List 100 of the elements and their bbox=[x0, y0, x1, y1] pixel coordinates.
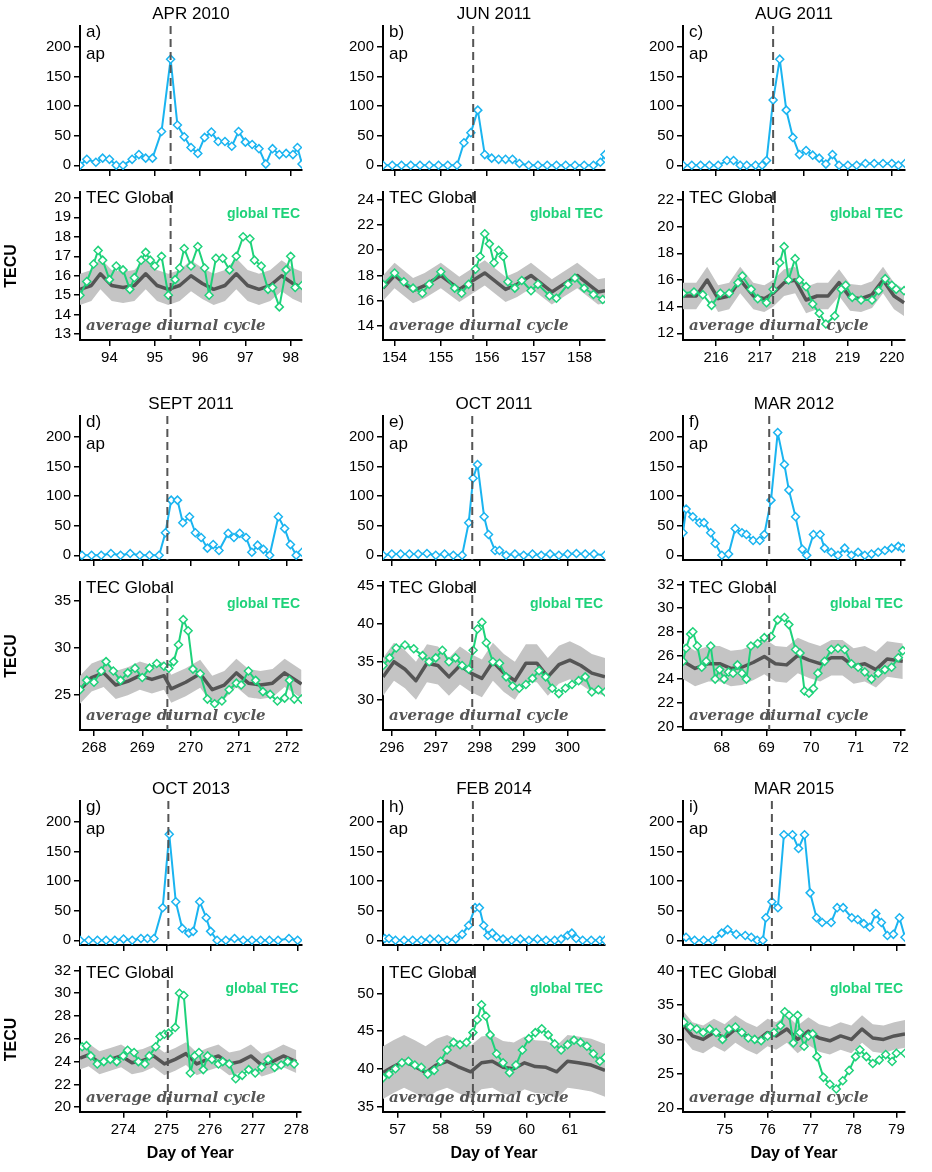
y-tick-label: 50 bbox=[657, 125, 674, 143]
x-tick-label: 298 bbox=[467, 738, 493, 756]
y-tick-label: 200 bbox=[45, 811, 71, 829]
x-tick-label: 75 bbox=[716, 1119, 733, 1137]
text: global TEC bbox=[529, 979, 603, 996]
x-axis-title: Day of Year bbox=[146, 1143, 234, 1161]
y-tick-label: 26 bbox=[657, 645, 674, 663]
series-label: average diurnal cycle bbox=[86, 1087, 266, 1106]
series-label: average diurnal cycle bbox=[689, 315, 869, 334]
annotation: TEC Global bbox=[689, 187, 777, 207]
y-tick-label: 200 bbox=[648, 36, 674, 54]
x-tick-label: 68 bbox=[713, 738, 731, 756]
x-tick-label: 155 bbox=[428, 348, 454, 366]
y-tick-label: 100 bbox=[45, 871, 71, 889]
y-tick-label: 22 bbox=[54, 1074, 71, 1092]
x-tick-label: 270 bbox=[178, 738, 204, 756]
y-tick-label: 50 bbox=[54, 515, 71, 533]
y-tick-label: 18 bbox=[357, 265, 374, 283]
annotation: a) bbox=[86, 21, 102, 41]
y-tick-label: 20 bbox=[657, 216, 674, 234]
y-tick-label: 35 bbox=[357, 1096, 374, 1114]
y-tick-label: 200 bbox=[348, 36, 374, 54]
x-tick-label: 57 bbox=[389, 1119, 406, 1137]
y-tick-label: 20 bbox=[657, 1098, 674, 1116]
y-tick-label: 40 bbox=[357, 613, 374, 631]
y-tick-label: 100 bbox=[348, 486, 374, 504]
annotation: TEC Global bbox=[86, 962, 174, 982]
x-tick-label: 218 bbox=[791, 348, 817, 366]
chart-title: APR 2010 bbox=[152, 3, 230, 23]
y-tick-label: 150 bbox=[648, 841, 674, 859]
y-tick-label: 200 bbox=[348, 426, 374, 444]
y-tick-label: 150 bbox=[348, 66, 374, 84]
y-tick-label: 40 bbox=[657, 960, 674, 978]
x-tick-label: 268 bbox=[81, 738, 107, 756]
chart-title: MAR 2012 bbox=[753, 393, 835, 413]
x-tick-label: 299 bbox=[511, 738, 537, 756]
series-label: average diurnal cycle bbox=[389, 705, 569, 724]
x-tick-label: 220 bbox=[879, 348, 905, 366]
x-tick-label: 271 bbox=[226, 738, 252, 756]
y-tick-label: 18 bbox=[657, 243, 674, 261]
y-axis-title: TECU bbox=[2, 244, 20, 288]
annotation: TEC Global bbox=[86, 577, 174, 597]
x-tick-label: 60 bbox=[518, 1119, 536, 1137]
y-tick-label: 24 bbox=[357, 189, 374, 207]
y-tick-label: 200 bbox=[648, 811, 674, 829]
annotation: ap bbox=[689, 818, 708, 838]
y-tick-label: 100 bbox=[45, 486, 71, 504]
y-tick-label: 28 bbox=[54, 1006, 71, 1024]
text: global TEC bbox=[829, 594, 903, 611]
chart-title: FEB 2014 bbox=[456, 778, 532, 798]
annotation: TEC Global bbox=[86, 187, 174, 207]
y-tick-label: 100 bbox=[648, 871, 674, 889]
y-tick-label: 16 bbox=[54, 265, 71, 283]
y-tick-label: 20 bbox=[54, 1097, 71, 1115]
annotation: e) bbox=[389, 411, 405, 431]
y-tick-label: 200 bbox=[45, 36, 71, 54]
chart-title: OCT 2013 bbox=[151, 778, 231, 798]
series-label: average diurnal cycle bbox=[86, 705, 266, 724]
y-tick-label: 30 bbox=[657, 598, 674, 616]
y-tick-label: 50 bbox=[357, 983, 374, 1001]
y-tick-label: 16 bbox=[657, 270, 674, 288]
x-tick-label: 156 bbox=[474, 348, 500, 366]
y-tick-label: 50 bbox=[357, 515, 374, 533]
annotation: b) bbox=[389, 21, 405, 41]
x-tick-label: 300 bbox=[555, 738, 581, 756]
x-axis-title: Day of Year bbox=[450, 1143, 538, 1161]
y-tick-label: 200 bbox=[648, 426, 674, 444]
x-tick-label: 297 bbox=[423, 738, 449, 756]
y-tick-label: 30 bbox=[357, 689, 374, 707]
y-tick-label: 0 bbox=[365, 930, 374, 948]
y-tick-label: 35 bbox=[357, 651, 374, 669]
text: global TEC bbox=[829, 979, 903, 996]
annotation: i) bbox=[689, 796, 699, 816]
y-tick-label: 100 bbox=[348, 96, 374, 114]
annotation: ap bbox=[689, 43, 708, 63]
series-label: average diurnal cycle bbox=[86, 315, 266, 334]
annotation: f) bbox=[689, 411, 700, 431]
x-tick-label: 269 bbox=[129, 738, 155, 756]
annotation: h) bbox=[389, 796, 405, 816]
series-label: global TEC bbox=[226, 204, 300, 221]
y-tick-label: 20 bbox=[54, 187, 71, 205]
annotation: ap bbox=[389, 433, 408, 453]
y-tick-label: 50 bbox=[357, 900, 374, 918]
annotation: ap bbox=[86, 818, 105, 838]
y-tick-label: 20 bbox=[357, 240, 374, 258]
x-tick-label: 157 bbox=[520, 348, 546, 366]
y-tick-label: 0 bbox=[665, 545, 674, 563]
y-tick-label: 150 bbox=[348, 456, 374, 474]
y-tick-label: 25 bbox=[657, 1064, 674, 1082]
annotation: ap bbox=[389, 43, 408, 63]
y-tick-label: 25 bbox=[54, 684, 71, 702]
y-tick-label: 200 bbox=[348, 811, 374, 829]
y-tick-label: 50 bbox=[657, 900, 674, 918]
y-tick-label: 22 bbox=[657, 692, 674, 710]
x-tick-label: 216 bbox=[703, 348, 729, 366]
y-tick-label: 45 bbox=[357, 575, 374, 593]
y-tick-label: 45 bbox=[357, 1021, 374, 1039]
y-tick-label: 35 bbox=[657, 995, 674, 1013]
x-tick-label: 61 bbox=[561, 1119, 579, 1137]
x-tick-label: 70 bbox=[802, 738, 820, 756]
